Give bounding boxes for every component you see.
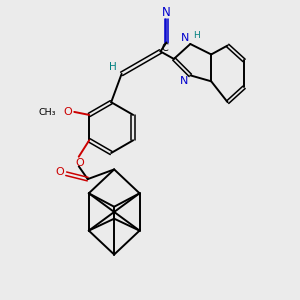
Text: CH₃: CH₃ (39, 108, 56, 117)
Text: H: H (194, 31, 200, 40)
Text: N: N (180, 76, 188, 86)
Text: C: C (162, 43, 168, 53)
Text: O: O (55, 167, 64, 177)
Text: O: O (63, 107, 72, 117)
Text: N: N (181, 33, 189, 43)
Text: H: H (109, 62, 116, 72)
Text: N: N (162, 5, 171, 19)
Text: O: O (75, 158, 84, 168)
